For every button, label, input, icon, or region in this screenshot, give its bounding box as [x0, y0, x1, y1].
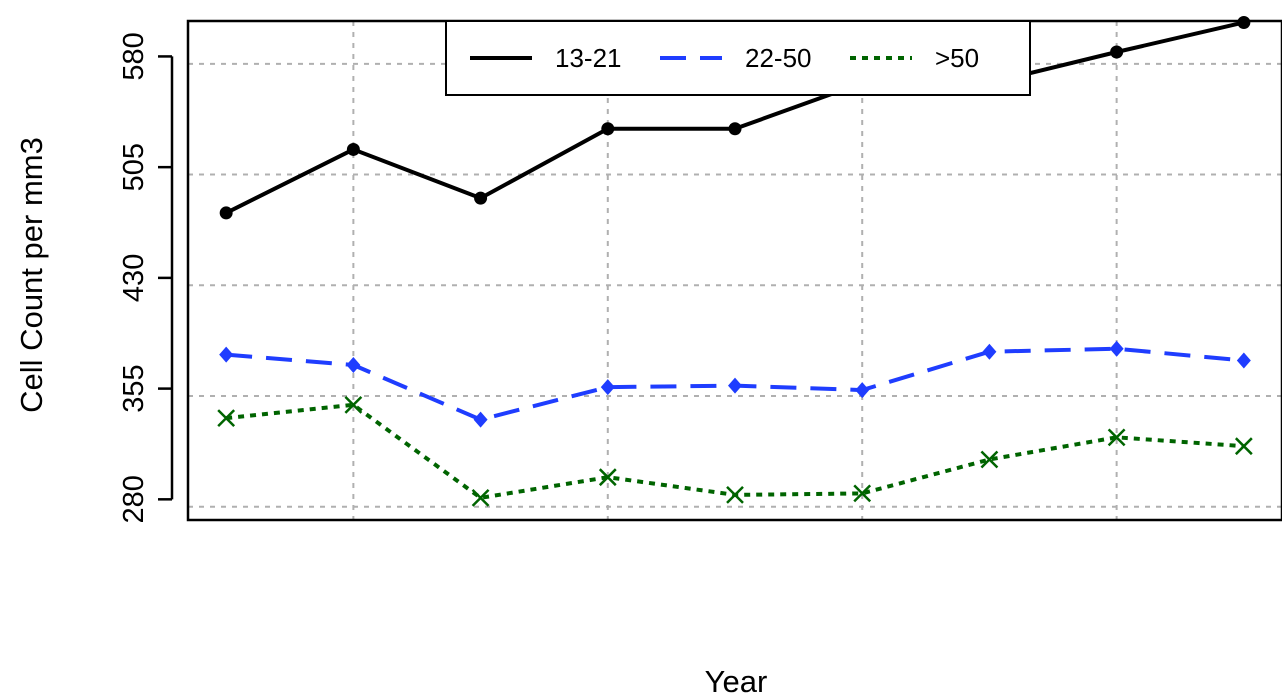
y-tick-label: 280	[118, 475, 150, 523]
data-point	[1237, 15, 1251, 29]
data-point	[344, 395, 363, 414]
data-point	[473, 411, 488, 428]
data-point	[728, 122, 742, 136]
data-point	[346, 142, 360, 156]
data-point	[1234, 437, 1253, 456]
data-point	[217, 409, 236, 428]
x-axis-title: Year	[705, 664, 768, 699]
data-point	[219, 206, 233, 220]
legend-label: 22-50	[745, 43, 812, 73]
data-point	[855, 382, 870, 399]
data-point	[601, 122, 615, 136]
data-point	[471, 488, 490, 507]
legend-label: 13-21	[555, 43, 622, 73]
data-point	[728, 377, 742, 394]
y-tick-label: 505	[118, 143, 150, 191]
legend-label: >50	[935, 43, 979, 73]
legend-box	[445, 20, 1031, 96]
legend: 13-21 22-50 >50	[445, 20, 1031, 96]
data-point	[1110, 45, 1124, 59]
y-axis: 280 355 430 505 580	[118, 32, 174, 524]
y-axis-title: Cell Count per mm3	[14, 137, 49, 413]
y-tick-label: 430	[118, 254, 150, 302]
data-point	[853, 484, 872, 503]
data-point	[980, 450, 999, 469]
series-line	[225, 402, 1244, 500]
data-point	[1236, 352, 1251, 369]
data-point	[982, 343, 997, 360]
data-point	[600, 379, 615, 396]
data-point	[1109, 340, 1124, 357]
data-point	[598, 468, 617, 487]
y-tick-label: 355	[118, 364, 150, 412]
data-point	[346, 356, 361, 373]
data-point	[474, 191, 488, 205]
data-point	[726, 486, 744, 504]
data-point	[219, 346, 234, 363]
y-tick-label: 580	[118, 32, 150, 80]
data-point	[1107, 428, 1126, 447]
